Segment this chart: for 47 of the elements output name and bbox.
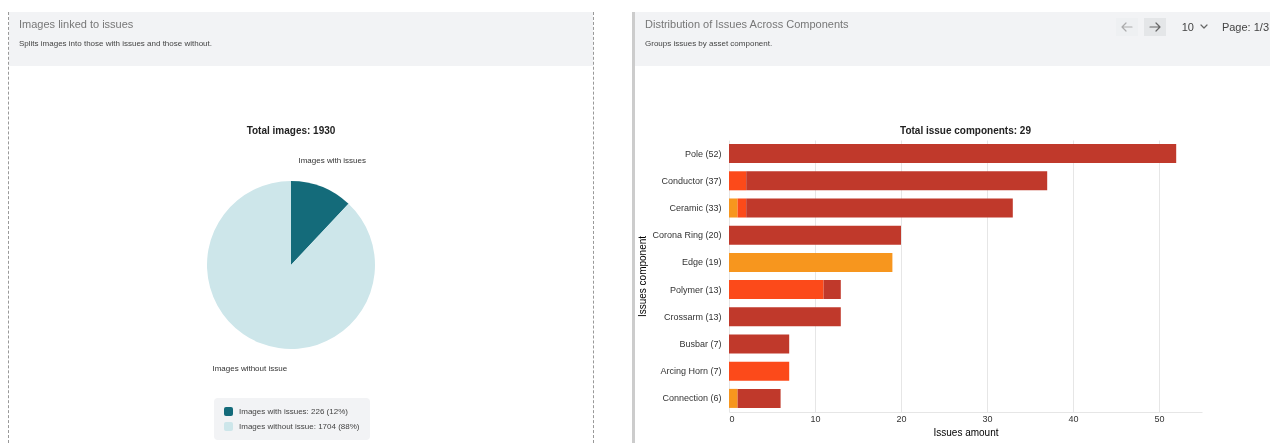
text: Images with issues: 226 (12%): [239, 406, 348, 418]
bar: [729, 361, 790, 381]
x-tick-label: 20: [896, 413, 907, 424]
slice-label: Images with issues: [298, 155, 367, 165]
x-tick-label: 40: [1068, 413, 1079, 424]
bar: [746, 171, 1048, 191]
bar: [729, 388, 738, 408]
bar: [729, 252, 893, 272]
y-tick-label: Busbar (7): [679, 339, 722, 349]
x-tick-label: 0: [729, 413, 735, 424]
x-tick-label: 30: [982, 413, 993, 424]
x-axis-title: Issues amount: [933, 426, 999, 438]
text: Splits images into those with issues and those without.: [19, 39, 213, 48]
x-tick-label: 10: [810, 413, 821, 424]
y-tick-label: Edge (19): [681, 257, 722, 268]
y-tick-label: Connection (6): [662, 393, 722, 404]
bar: [729, 334, 790, 354]
chart-title: Distribution of Issues Across Components: [645, 18, 849, 30]
slice-label: Images without issue: [212, 364, 288, 374]
pie-slice: [207, 181, 375, 349]
text: 10: [1181, 21, 1194, 33]
y-axis-title: Issues component: [637, 235, 649, 318]
y-tick-label: Pole (52): [684, 148, 722, 159]
y-tick-label: Conductor (37): [661, 175, 722, 186]
y-tick-label: Polymer (13): [669, 284, 722, 295]
y-tick-label: Crossarm (13): [663, 311, 722, 322]
y-tick-label: Ceramic (33): [669, 203, 722, 213]
bar: [729, 307, 841, 327]
bar: [737, 388, 781, 408]
bar: [737, 198, 747, 218]
bar: [823, 280, 841, 300]
pie-slice: [291, 181, 349, 265]
y-tick-label: Arcing Horn (7): [660, 366, 722, 377]
text: Total images: 1930: [246, 125, 336, 136]
chart-subtitle: Groups issues by asset component.: [645, 39, 774, 48]
y-tick-label: Corona Ring (20): [652, 230, 722, 241]
bar: [729, 280, 824, 300]
bar: [746, 198, 1013, 218]
x-tick-label: 50: [1154, 413, 1165, 424]
bar: [729, 171, 747, 191]
text: Images linked to issues: [19, 17, 135, 30]
text: Total issue components: 29: [900, 125, 1032, 136]
bar: [729, 225, 901, 245]
text: Page: 1/3: [1221, 21, 1269, 33]
text: Images without issue: 1704 (88%): [239, 421, 360, 433]
bar: [729, 198, 738, 218]
bar: [729, 144, 1177, 164]
